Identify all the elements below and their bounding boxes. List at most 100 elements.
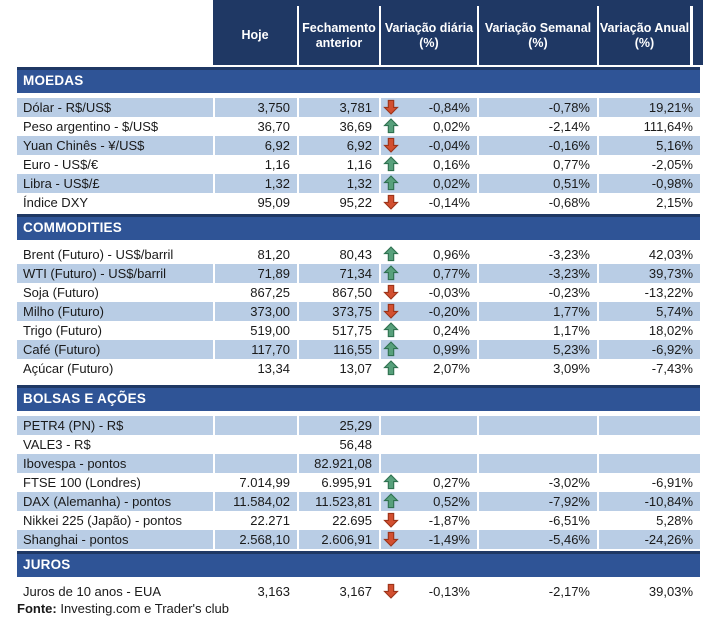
cell-hoje: 867,25 xyxy=(213,283,297,302)
cell-label: VALE3 - R$ xyxy=(23,437,91,452)
source-note: Fonte: Investing.com e Trader's club xyxy=(17,601,229,616)
table-row: Euro - US$/€ 1,16 1,16 0,16% 0,77% -2,05% xyxy=(17,155,700,174)
cell-variacao-diaria xyxy=(379,435,477,454)
table-row: Brent (Futuro) - US$/barril 81,20 80,43 0,9… xyxy=(17,245,700,264)
column-header: Fechamento anterior xyxy=(297,6,379,65)
cell-label: DAX (Alemanha) - pontos xyxy=(17,492,213,511)
section-rows: Brent (Futuro) - US$/barril 81,20 80,43 0,9… xyxy=(17,245,700,378)
cell-fechamento-anterior: 867,50 xyxy=(297,283,379,302)
up-arrow-icon xyxy=(383,341,399,357)
cell-label: Ibovespa - pontos xyxy=(17,454,213,473)
cell-variacao-anual: 39,73% xyxy=(597,264,700,283)
cell-hoje: 22.271 xyxy=(213,511,297,530)
variacao-diaria-value: -1,49% xyxy=(428,532,470,547)
cell-variacao-anual xyxy=(597,416,700,435)
variacao-diaria-value: 0,77% xyxy=(433,266,470,281)
column-header: Variação diária (%) xyxy=(379,6,477,65)
variacao-diaria-value: 0,99% xyxy=(433,342,470,357)
cell-label: Juros de 10 anos - EUA xyxy=(23,584,162,599)
up-arrow-icon xyxy=(383,265,399,281)
cell-hoje: 373,00 xyxy=(213,302,297,321)
section-rows: Juros de 10 anos - EUA 3,163 3,167 -0,13% -2… xyxy=(17,582,700,601)
cell-fechamento-anterior: 373,75 xyxy=(297,302,379,321)
cell-hoje: 519,00 xyxy=(213,321,297,340)
cell-variacao-anual: -6,91% xyxy=(597,473,700,492)
cell-fechamento-anterior: 3,781 xyxy=(297,98,379,117)
table-row: Juros de 10 anos - EUA 3,163 3,167 -0,13% -2… xyxy=(17,582,700,601)
variacao-diaria-value: 0,52% xyxy=(433,494,470,509)
variacao-diaria-value: 0,24% xyxy=(433,323,470,338)
cell-label: Trigo (Futuro) xyxy=(23,323,102,338)
variacao-diaria-value: -0,03% xyxy=(428,285,470,300)
cell-fechamento-anterior: 25,29 xyxy=(297,416,379,435)
variacao-diaria-value: -1,87% xyxy=(428,513,470,528)
cell-hoje: 95,09 xyxy=(213,193,297,212)
cell-fechamento-anterior: 1,16 xyxy=(297,155,379,174)
down-arrow-icon xyxy=(383,531,399,547)
cell-fechamento-anterior: 3,167 xyxy=(297,582,379,601)
cell-variacao-anual: 111,64% xyxy=(597,117,700,136)
down-arrow-icon xyxy=(383,583,399,599)
cell-variacao-semanal: -0,68% xyxy=(477,193,597,212)
cell-fechamento-anterior: 82.921,08 xyxy=(297,454,379,473)
variacao-diaria-value: -0,13% xyxy=(428,584,470,599)
cell-label: Brent (Futuro) - US$/barril xyxy=(23,247,174,262)
cell-variacao-semanal: -5,46% xyxy=(477,530,597,549)
cell-label: WTI (Futuro) - US$/barril xyxy=(17,264,213,283)
cell-variacao-semanal: 1,77% xyxy=(477,302,597,321)
section-rows: PETR4 (PN) - R$ 25,29 VALE3 - R$ 56,48 Ibove… xyxy=(17,416,700,549)
cell-hoje: 1,32 xyxy=(213,174,297,193)
cell-variacao-semanal: -3,02% xyxy=(477,473,597,492)
variacao-diaria-value: -0,84% xyxy=(428,100,470,115)
cell-variacao-semanal xyxy=(477,435,597,454)
cell-variacao-anual: -2,05% xyxy=(597,155,700,174)
variacao-diaria-value: 0,16% xyxy=(433,157,470,172)
section-title: BOLSAS E AÇÕES xyxy=(17,385,700,411)
source-label: Fonte: xyxy=(17,601,57,616)
cell-variacao-semanal: -0,23% xyxy=(477,283,597,302)
cell-variacao-semanal: 0,51% xyxy=(477,174,597,193)
cell-hoje: 36,70 xyxy=(213,117,297,136)
table-row: Ibovespa - pontos 82.921,08 xyxy=(17,454,700,473)
table-row: Dólar - R$/US$ 3,750 3,781 -0,84% -0,78% 19,2… xyxy=(17,98,700,117)
cell-fechamento-anterior: 1,32 xyxy=(297,174,379,193)
cell-hoje xyxy=(213,454,297,473)
cell-hoje: 13,34 xyxy=(213,359,297,378)
cell-variacao-semanal: -3,23% xyxy=(477,264,597,283)
variacao-diaria-value: 2,07% xyxy=(433,361,470,376)
cell-variacao-diaria: -1,49% xyxy=(379,530,477,549)
cell-variacao-semanal: 3,09% xyxy=(477,359,597,378)
variacao-diaria-value: -0,20% xyxy=(428,304,470,319)
cell-hoje xyxy=(213,416,297,435)
table-row: Milho (Futuro) 373,00 373,75 -0,20% 1,77% 5,7… xyxy=(17,302,700,321)
cell-label: FTSE 100 (Londres) xyxy=(23,475,141,490)
section-title: MOEDAS xyxy=(17,67,700,93)
table-row: Trigo (Futuro) 519,00 517,75 0,24% 1,17% 18,0… xyxy=(17,321,700,340)
table-row: Café (Futuro) 117,70 116,55 0,99% 5,23% -6,92… xyxy=(17,340,700,359)
table-header-row: Hoje Fechamento anterior Variação diária (… xyxy=(213,0,703,65)
section-juros: JUROS Juros de 10 anos - EUA 3,163 3,167 -0,… xyxy=(17,551,700,601)
cell-label: Shanghai - pontos xyxy=(17,530,213,549)
cell-variacao-diaria: 0,96% xyxy=(379,245,477,264)
cell-label: Soja (Futuro) xyxy=(23,285,99,300)
cell-variacao-anual: 5,74% xyxy=(597,302,700,321)
up-arrow-icon xyxy=(383,493,399,509)
cell-variacao-semanal: -3,23% xyxy=(477,245,597,264)
cell-variacao-anual: 2,15% xyxy=(597,193,700,212)
table-row: Peso argentino - $/US$ 36,70 36,69 0,02% -2,… xyxy=(17,117,700,136)
table-row: FTSE 100 (Londres) 7.014,99 6.995,91 0,27% -… xyxy=(17,473,700,492)
cell-variacao-diaria: 2,07% xyxy=(379,359,477,378)
cell-fechamento-anterior: 2.606,91 xyxy=(297,530,379,549)
cell-variacao-diaria: -0,20% xyxy=(379,302,477,321)
cell-variacao-diaria: 0,52% xyxy=(379,492,477,511)
variacao-diaria-value: 0,02% xyxy=(433,119,470,134)
cell-variacao-anual: 5,16% xyxy=(597,136,700,155)
down-arrow-icon xyxy=(383,137,399,153)
up-arrow-icon xyxy=(383,322,399,338)
cell-variacao-diaria: 0,16% xyxy=(379,155,477,174)
cell-variacao-diaria: 0,24% xyxy=(379,321,477,340)
variacao-diaria-value: 0,02% xyxy=(433,176,470,191)
cell-fechamento-anterior: 11.523,81 xyxy=(297,492,379,511)
cell-fechamento-anterior: 6,92 xyxy=(297,136,379,155)
